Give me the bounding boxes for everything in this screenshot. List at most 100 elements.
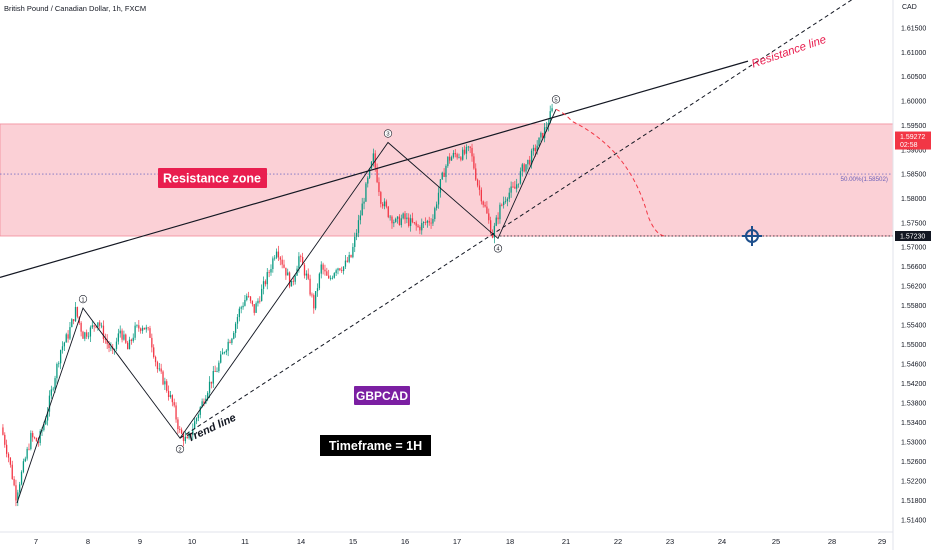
price-tick-label: 1.59000 (901, 147, 926, 154)
candle-body (424, 222, 427, 223)
resistance-zone (0, 123, 894, 237)
resistance-zone-label: Resistance zone (163, 172, 261, 186)
candle-body (534, 147, 536, 152)
candle-body (218, 362, 220, 372)
candle-body (368, 168, 371, 178)
candle-body (508, 192, 510, 199)
candle-body (316, 288, 319, 292)
price-tick-label: 1.57500 (901, 220, 926, 227)
candle-body (480, 189, 482, 202)
candle-body (348, 254, 350, 262)
candle-body (2, 427, 4, 435)
candle-body (443, 172, 445, 177)
candle-body (342, 266, 345, 272)
candle-body (529, 159, 531, 165)
price-tick-label: 1.60500 (901, 74, 926, 81)
candle-body (303, 264, 306, 276)
candle-body (383, 201, 386, 207)
candle-body (39, 431, 41, 443)
candle-body (409, 218, 412, 226)
candle-body (177, 419, 179, 430)
candle-body (251, 300, 254, 305)
candle-body (143, 327, 146, 330)
wave-marker-circle (78, 294, 88, 304)
price-tick-label: 1.61500 (901, 26, 926, 33)
candle-body (328, 275, 330, 279)
candle-body (372, 153, 375, 162)
trend-line-label: Trend line (185, 412, 238, 445)
candle-body (52, 388, 54, 390)
candle-body (138, 325, 140, 329)
time-tick-label: 17 (453, 537, 461, 546)
candle-body (13, 478, 15, 486)
candle-body (162, 371, 164, 385)
wave-label-1: 1 (81, 297, 84, 303)
candle-body (365, 183, 367, 202)
time-tick-label: 14 (297, 537, 305, 546)
candle-body (125, 334, 127, 343)
candle-body (272, 258, 274, 270)
symbol-box (354, 386, 410, 405)
candle-body (61, 346, 64, 351)
candle-body (495, 217, 497, 226)
candle-body (313, 295, 315, 309)
candle-body (467, 146, 469, 148)
candle-body (274, 257, 276, 259)
candle-body (167, 390, 170, 397)
candle-body (486, 206, 488, 214)
candle-body (458, 157, 460, 159)
candle-body (516, 184, 518, 189)
candle-body (476, 179, 479, 186)
candle-body (65, 334, 67, 343)
candle-body (233, 332, 235, 339)
price-tick-label: 1.56600 (901, 264, 926, 271)
timeframe-label: Timeframe = 1H (329, 439, 422, 453)
wave-marker-circle (175, 445, 185, 454)
candle-body (184, 436, 187, 442)
candle-body (320, 264, 322, 274)
candle-body (93, 325, 95, 327)
candle-body (402, 213, 404, 219)
candle-body (194, 421, 196, 430)
candle-body (305, 273, 308, 276)
time-tick-label: 11 (241, 537, 249, 546)
candle-body (115, 341, 118, 349)
candle-body (164, 381, 166, 385)
candle-body (525, 164, 527, 172)
candle-body (439, 179, 442, 193)
candle-body (523, 164, 525, 172)
candle-body (242, 305, 244, 308)
candle-body (11, 464, 13, 479)
candle-body (421, 223, 423, 231)
candle-body (331, 277, 334, 279)
candle-body (253, 304, 255, 313)
candle-body (387, 206, 389, 218)
resistance-line (0, 60, 749, 278)
candle-body (512, 186, 514, 188)
time-tick-label: 9 (138, 537, 142, 546)
candle-body (108, 343, 110, 348)
price-tick-label: 1.52200 (901, 479, 926, 486)
candle-body (199, 407, 201, 415)
candle-body (311, 294, 313, 296)
candle-body (422, 222, 425, 224)
candle-body (270, 269, 272, 273)
candle-body (229, 341, 231, 343)
time-tick-label: 25 (772, 537, 780, 546)
price-tick-label: 1.54600 (901, 362, 926, 369)
candle-body (491, 233, 494, 238)
candle-body (413, 222, 415, 223)
candle-body (59, 350, 62, 364)
price-tick-label: 1.60000 (901, 99, 926, 106)
candle-body (547, 123, 549, 128)
symbol-box-label: GBPCAD (356, 389, 408, 403)
candle-body (220, 354, 222, 363)
wave-label-4: 4 (496, 247, 500, 253)
candle-body (37, 441, 39, 443)
candle-body (132, 337, 134, 341)
candle-body (110, 347, 112, 349)
candle-body (67, 334, 69, 339)
candle-body (179, 429, 181, 430)
candle-body (210, 381, 213, 384)
